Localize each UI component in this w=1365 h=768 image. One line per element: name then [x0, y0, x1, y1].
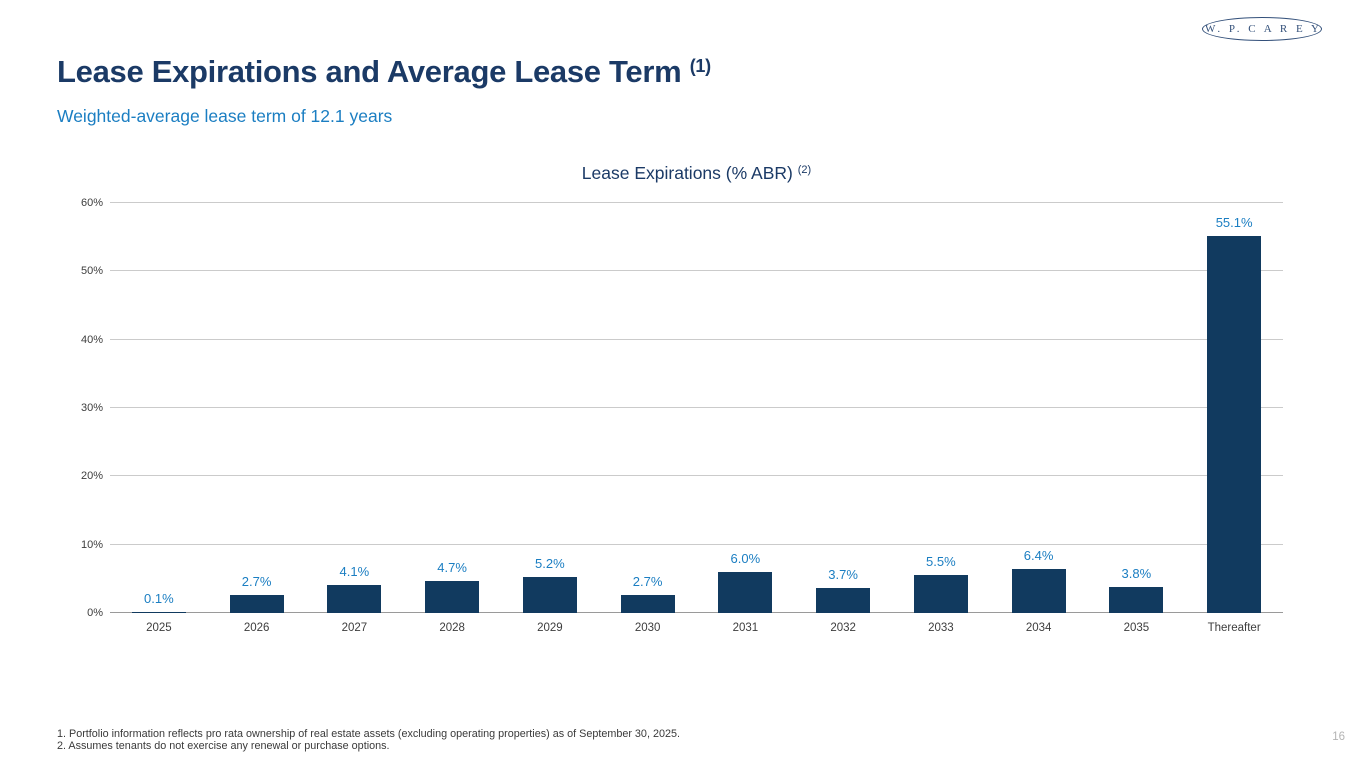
bar-2028 [425, 580, 480, 613]
y-tick-label: 20% [80, 470, 103, 483]
page-number: 16 [1332, 731, 1345, 743]
bar-value-label: 5.2% [535, 556, 565, 572]
x-tick-label: 2025 [146, 622, 172, 634]
bar-value-label: 55.1% [1215, 215, 1253, 231]
x-tick-label: 2030 [634, 622, 661, 634]
bar-2033 [913, 575, 968, 613]
category-slot-2034: 6.4% 2034 [990, 203, 1088, 634]
x-tick-label: 2035 [1123, 622, 1150, 634]
category-slot-2025: 0.1% 2025 [110, 203, 208, 634]
x-tick-label: 2031 [732, 622, 759, 634]
category-slot-2027: 4.1% 2027 [306, 203, 404, 634]
chart-title-text: Lease Expirations (% ABR) [581, 163, 793, 183]
bar-2032 [816, 587, 871, 613]
page-title-text: Lease Expirations and Average Lease Term [57, 54, 682, 89]
x-tick-label: 2032 [830, 622, 856, 634]
page-title: Lease Expirations and Average Lease Term… [57, 54, 711, 90]
y-tick-label: 30% [80, 402, 103, 414]
bar-2025 [131, 612, 186, 613]
bar-value-label: 6.4% [1023, 548, 1054, 564]
plot-area: 0.1% 2025 2.7% 2026 4.1% 2027 4.7% 2028 5.2% 2029… [110, 202, 1283, 634]
wp-carey-logo-text: W. P. C A R E Y [1205, 23, 1322, 35]
y-tick-label: 50% [80, 265, 103, 278]
chart-title-footnote-marker: (2) [797, 164, 812, 176]
bar-2029 [522, 577, 577, 613]
category-slot-2035: 3.8% 2035 [1088, 203, 1186, 634]
category-slot-2032: 3.7% 2032 [794, 203, 892, 634]
page-subtitle: Weighted-average lease term of 12.1 year… [57, 106, 393, 126]
x-tick-label: 2027 [341, 622, 368, 634]
chart-title: Lease Expirations (% ABR) (2) [110, 163, 1283, 184]
bar-2027 [327, 584, 382, 613]
gridline [110, 407, 1283, 408]
category-slot-2031: 6.0% 2031 [697, 203, 795, 634]
y-tick-label: 60% [80, 197, 103, 209]
page-title-footnote-marker: (1) [689, 56, 711, 76]
bar-2034 [1011, 569, 1066, 613]
bar-2026 [229, 594, 284, 613]
gridline [110, 338, 1283, 340]
bar-2030 [620, 594, 675, 613]
gridline [110, 202, 1283, 203]
gridline [110, 475, 1283, 477]
y-tick-label: 10% [80, 538, 103, 551]
x-tick-label: 2029 [537, 622, 563, 634]
gridline [110, 543, 1283, 545]
footnote-2: 2. Assumes tenants do not exercise any r… [57, 739, 390, 752]
category-slot-2033: 5.5% 2033 [892, 203, 990, 634]
bar-value-label: 3.8% [1121, 566, 1152, 582]
y-tick-label: 40% [80, 333, 103, 346]
x-tick-label: 2028 [439, 622, 465, 634]
wp-carey-logo: W. P. C A R E Y [1202, 17, 1322, 41]
footnotes: 1. Portfolio information reflects pro ra… [57, 728, 680, 753]
x-axis-line [110, 612, 1283, 613]
category-slot-2029: 5.2% 2029 [501, 203, 599, 634]
category-slot-2030: 2.7% 2030 [599, 203, 697, 634]
bar-value-label: 6.0% [730, 551, 761, 566]
y-axis: 0% 10% 20% 30% 40% 50% 60% [50, 197, 103, 619]
y-tick-label: 0% [87, 607, 103, 619]
bar-value-label: 2.7% [632, 573, 663, 589]
category-slot-thereafter: 55.1% Thereafter [1185, 203, 1283, 634]
bar-value-label: 5.5% [926, 554, 956, 570]
bar-value-label: 4.7% [437, 559, 467, 575]
gridline [110, 270, 1283, 272]
x-tick-label: Thereafter [1207, 622, 1261, 634]
bar-value-label: 3.7% [828, 566, 858, 582]
bar-value-label: 0.1% [144, 591, 174, 606]
x-tick-label: 2034 [1025, 622, 1052, 634]
category-slot-2026: 2.7% 2026 [208, 203, 306, 634]
category-slot-2028: 4.7% 2028 [403, 203, 501, 634]
bar-value-label: 4.1% [339, 563, 370, 579]
bar-2035 [1109, 587, 1164, 613]
x-tick-label: 2026 [243, 622, 270, 634]
bar-2031 [718, 572, 773, 613]
footnote-1: 1. Portfolio information reflects pro ra… [57, 728, 680, 740]
bar-value-label: 2.7% [241, 573, 272, 589]
bar-thereafter [1207, 236, 1262, 613]
x-tick-label: 2033 [928, 622, 954, 634]
